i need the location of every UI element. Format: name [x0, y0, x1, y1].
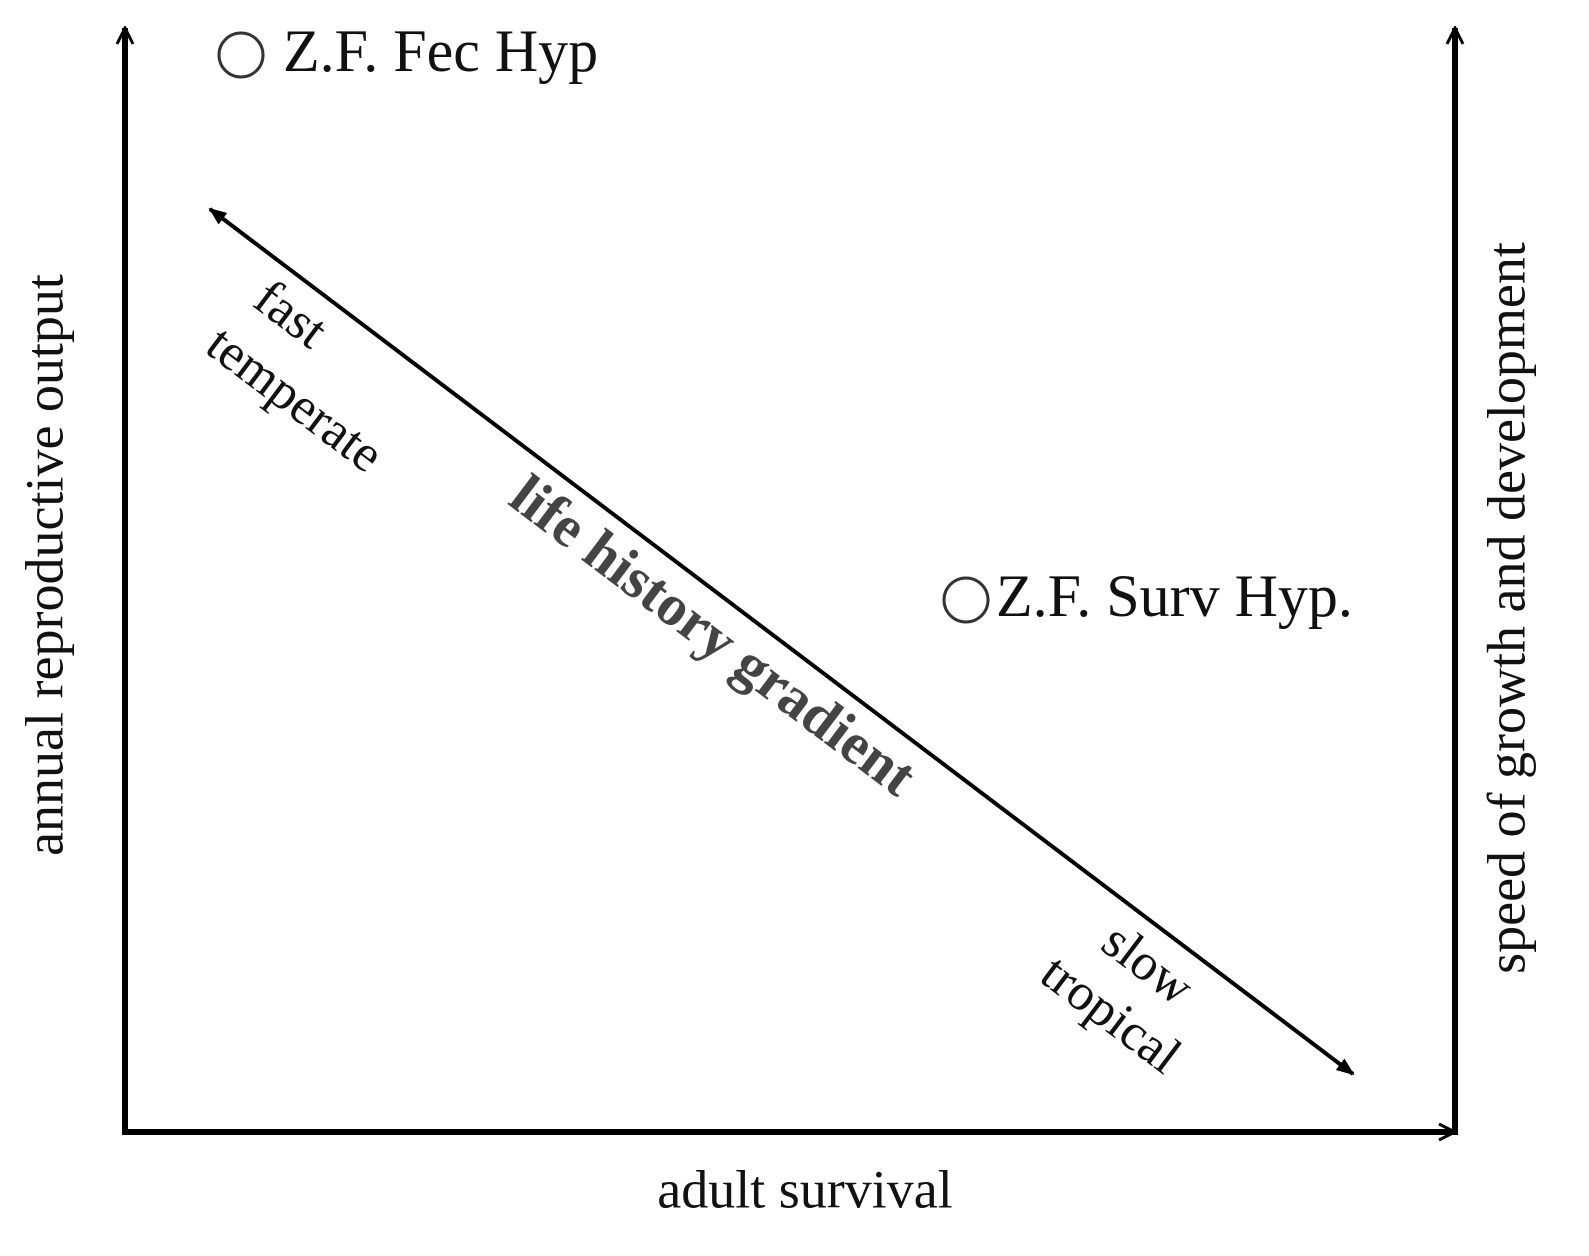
y2-axis-label: speed of growth and development [1476, 242, 1536, 974]
gradient-arrow [208, 207, 1355, 1076]
point-label: Z.F. Fec Hyp [283, 18, 598, 84]
point-marker [217, 31, 265, 79]
gradient-label: life history gradient [499, 462, 930, 809]
x-axis-label: adult survival [657, 1159, 952, 1219]
point-marker [942, 576, 990, 624]
y-axis-label: annual reproductive output [14, 274, 74, 856]
point-label: Z.F. Surv Hyp. [996, 563, 1353, 629]
